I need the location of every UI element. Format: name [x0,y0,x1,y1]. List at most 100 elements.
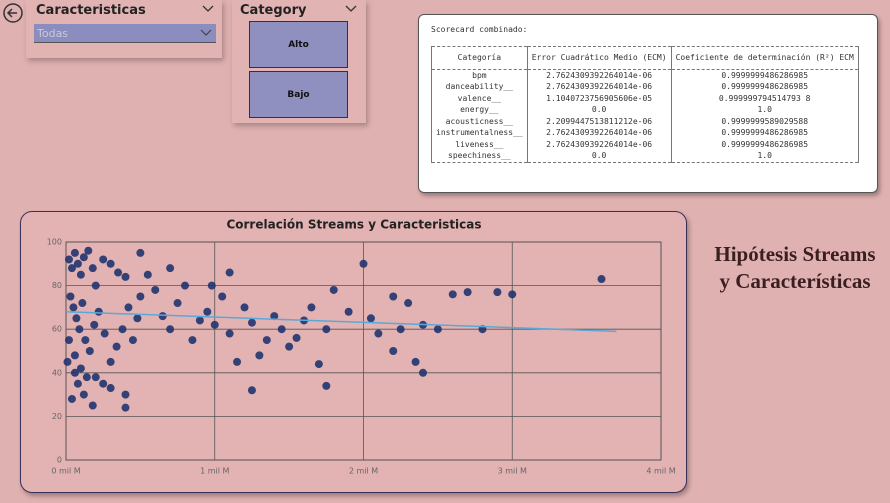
option-button[interactable]: Alto [249,21,348,68]
point [247,318,256,327]
table-cell: 1.0 [670,150,859,162]
point [329,285,338,294]
point [225,329,234,338]
y-tick-label: 0 [57,456,62,465]
point [94,307,103,316]
table-row: liveness__ 2.7624309392264014e-06 0.999999… [431,138,859,150]
point [70,248,79,257]
point [64,255,73,264]
point [233,357,242,366]
point [322,381,331,390]
table-cell: 1.1040723756905606e-05 [526,92,672,104]
chevron[interactable] [202,4,214,14]
table-row: valence__ 1.1040723756905606e-05 0.9999997… [431,92,859,104]
point [433,325,442,334]
table-cell: 2.7624309392264014e-06 [526,81,672,93]
chart: Correlación Streams y Caracteristicas 0 2… [47,218,676,476]
table-cell: liveness__ [431,138,528,150]
point [292,333,301,342]
table-cell: 0.999999794514793 8 [670,92,859,104]
point [64,336,73,345]
table-cell: danceability__ [431,81,528,93]
y-tick-label: 40 [52,368,62,377]
point [133,314,142,323]
point [88,401,97,410]
point [404,299,413,308]
point [106,384,115,393]
point [112,342,121,351]
table-cell: 0.9999999589029588 [670,115,859,127]
point [63,357,72,366]
point [78,299,87,308]
slicer: Caracteristicas Todas [26,0,222,58]
point [121,390,130,399]
chart-panel: Correlación Streams y Caracteristicas 0 2… [20,211,687,493]
point [389,292,398,301]
table-cell: instrumentalness__ [431,127,528,139]
back-button[interactable] [2,2,24,24]
point [255,351,264,360]
point [225,268,234,277]
table-cell: 2.7624309392264014e-06 [526,138,672,150]
point [247,386,256,395]
point [121,403,130,412]
point [181,281,189,290]
point [79,253,88,262]
point [285,342,294,351]
point [73,259,82,268]
point [88,264,97,273]
point [359,259,368,268]
point [118,325,127,334]
point [277,325,286,334]
point [151,285,160,294]
point [91,281,100,290]
table-cell: 2.7624309392264014e-06 [526,69,672,81]
trend-line [65,311,617,333]
table-cell: bpm [431,69,528,81]
table-cell: energy__ [431,104,528,116]
point [322,325,331,334]
table-cell: 0.9999999486286985 [670,138,859,150]
table-row: bpm 2.7624309392264014e-06 0.9999999486286… [431,69,859,81]
point [240,303,249,312]
point [121,272,130,281]
point [314,360,323,369]
dropdown-value: Todas [37,27,69,40]
table-cell: acousticness__ [431,115,528,127]
point [262,336,271,345]
scorecard: Scorecard combinado: Categoría Error Cuad… [418,14,878,193]
table-row: instrumentalness__ 2.7624309392264014e-06… [431,127,859,139]
dropdown[interactable]: Todas [34,24,216,43]
point [91,373,100,382]
point [166,325,175,334]
point [70,368,79,377]
point [90,320,99,329]
slicer-title: Caracteristicas [36,3,146,18]
table-cell: 0.0 [526,150,672,162]
point [203,307,212,316]
chevron[interactable] [345,4,357,14]
point [366,314,375,323]
table-cell: 2.7624309392264014e-06 [526,127,672,139]
point [73,379,82,388]
table-cell: 0.9999999486286985 [670,127,859,139]
x-tick-label: 1 mil M [200,467,229,476]
scorecard-title: Scorecard combinado: [431,25,528,34]
point [99,255,108,264]
point [66,292,75,301]
point [419,368,427,377]
table-row: energy__ 0.0 1.0 [431,104,859,116]
heading: Hipótesis Streams y Características [700,241,890,295]
point [79,390,88,399]
table-cell: 2.2099447513811212e-06 [526,115,672,127]
heading-line: Hipótesis Streams [714,242,876,266]
point [195,316,204,325]
table-row: speechiness__ 0.0 1.0 [431,150,859,162]
point [106,357,115,366]
point [67,394,76,403]
point [114,268,123,277]
option-button[interactable]: Bajo [249,71,348,118]
table-cell: 1.0 [670,104,859,116]
slicer-title: Category [240,3,307,18]
point [173,299,182,308]
